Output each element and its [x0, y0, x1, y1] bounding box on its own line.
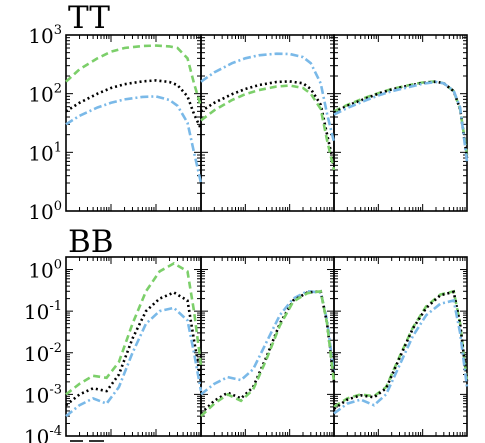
- panel-frame: [200, 34, 335, 212]
- y-tick-label: 10-2: [24, 341, 62, 366]
- y-tick-label: 101: [28, 140, 62, 165]
- panel-frames: [65, 34, 468, 442]
- panel-frame: [200, 256, 335, 437]
- series-line-dashed-bb-panel-3: [333, 289, 469, 408]
- panel-frame: [333, 34, 468, 212]
- series-line-dashed-tt-panel-1: [65, 44, 203, 108]
- series-line-dashed-bb-panel-2: [200, 289, 336, 418]
- series-line-dotted-tt-panel-3: [333, 80, 469, 159]
- chart-title-tt: TT: [68, 0, 110, 36]
- series-lines: [65, 44, 469, 418]
- series-line-dotted-tt-panel-2: [200, 80, 336, 166]
- y-tick-label: 100: [28, 199, 62, 224]
- series-line-dashed-tt-panel-2: [200, 84, 336, 171]
- y-tick-label: 102: [28, 82, 62, 107]
- series-line-dotted-tt-panel-1: [65, 79, 203, 130]
- series-line-dashed-tt-panel-3: [333, 80, 469, 156]
- panel-frame: [65, 256, 202, 437]
- series-line-dashdot-tt-panel-3: [333, 80, 469, 162]
- chart-title-bb: BB: [68, 224, 114, 260]
- y-tick-label: 10-1: [24, 299, 62, 324]
- series-line-dashdot-tt-panel-2: [200, 52, 336, 143]
- y-tick-label: 103: [28, 23, 62, 48]
- y-tick-label: 10-3: [24, 382, 62, 407]
- series-line-dashed-bb-panel-1: [65, 261, 203, 396]
- series-line-dotted-bb-panel-1: [65, 291, 203, 407]
- series-line-dashdot-bb-panel-3: [333, 298, 469, 415]
- series-line-dashdot-bb-panel-2: [200, 289, 336, 396]
- panel-frame: [333, 256, 468, 437]
- series-line-dotted-bb-panel-2: [200, 289, 336, 415]
- series-line-dashdot-tt-panel-1: [65, 95, 203, 184]
- y-tick-label: 100: [28, 258, 62, 283]
- panel-frame: [65, 34, 202, 212]
- series-line-dashdot-bb-panel-1: [65, 306, 203, 418]
- series-line-dotted-bb-panel-3: [333, 290, 469, 410]
- y-tick-label: 10-4: [24, 424, 62, 443]
